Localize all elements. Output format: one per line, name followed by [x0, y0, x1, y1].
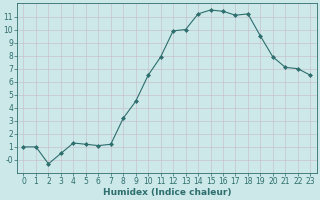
X-axis label: Humidex (Indice chaleur): Humidex (Indice chaleur) [103, 188, 231, 197]
